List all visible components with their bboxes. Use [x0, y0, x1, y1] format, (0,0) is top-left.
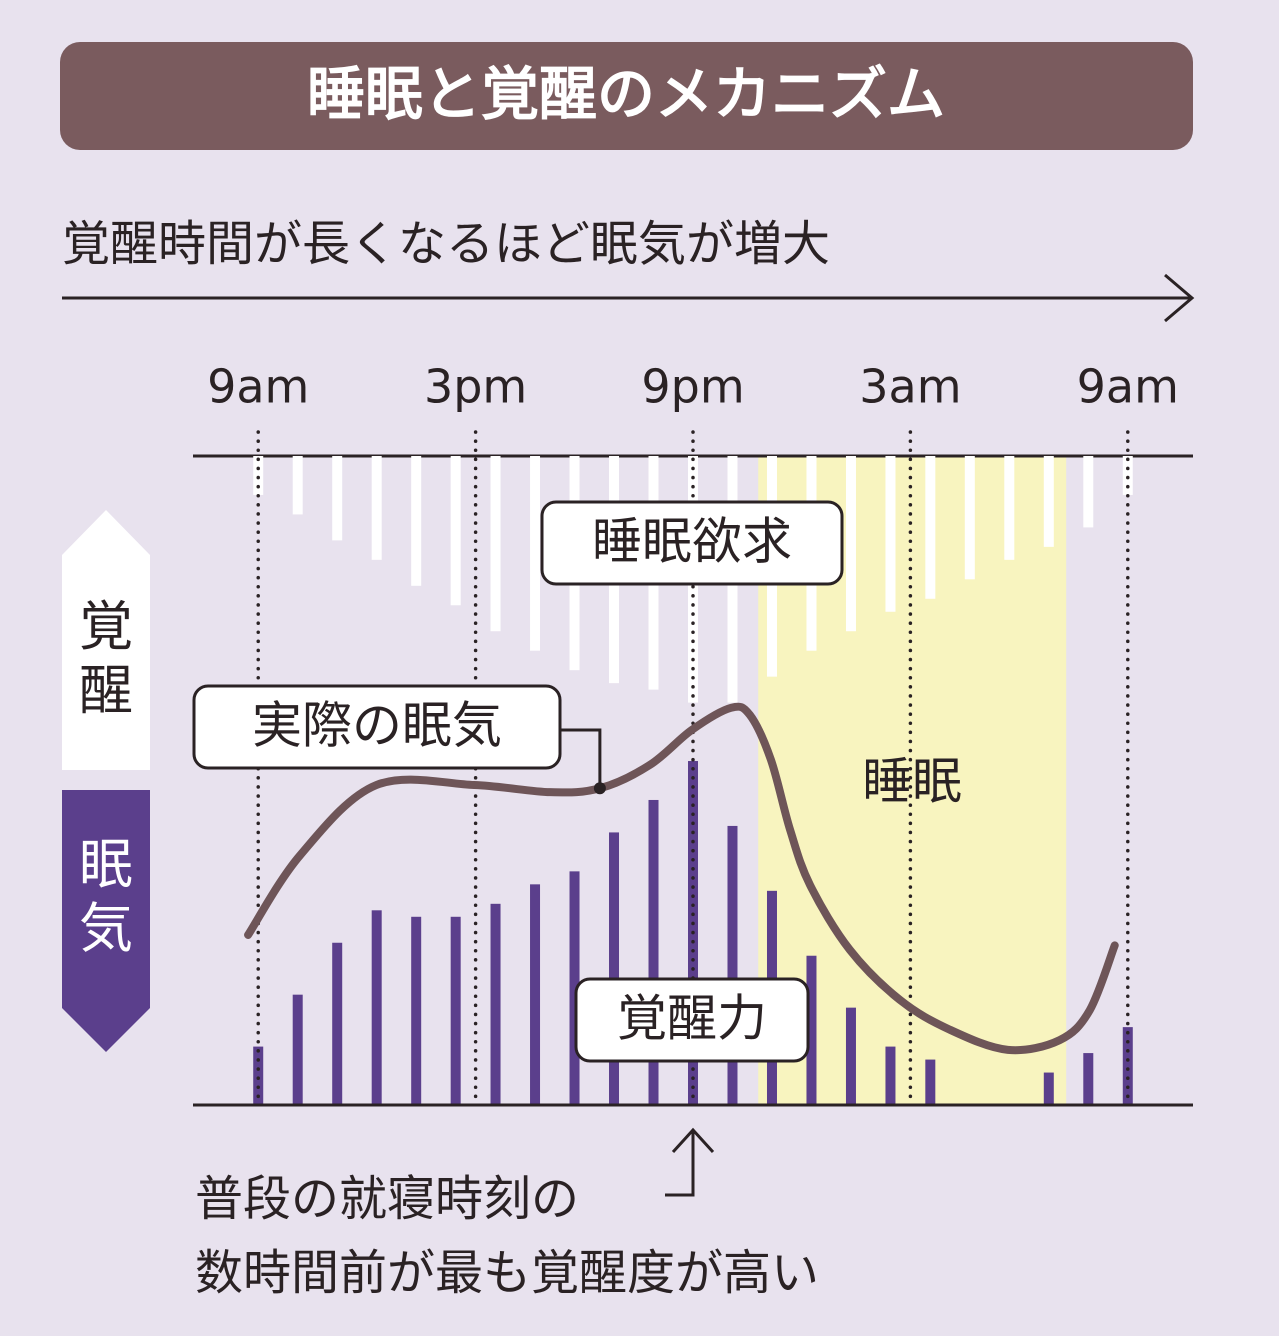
bar — [530, 884, 541, 1105]
x-tick-label: 3pm — [424, 360, 527, 414]
bar — [845, 1007, 856, 1105]
x-tick-label: 3am — [859, 360, 961, 414]
bar — [450, 456, 461, 606]
side-label-up: 覚醒 — [79, 595, 133, 722]
x-tick-label: 9am — [1077, 360, 1179, 414]
sleep-band-label: 睡眠 — [862, 753, 962, 811]
subtitle: 覚醒時間が長くなるほど眠気が増大 — [62, 216, 830, 272]
bar — [1083, 1053, 1094, 1105]
bar — [925, 456, 936, 599]
bar — [885, 1046, 896, 1105]
bar — [332, 456, 343, 541]
bar — [1043, 1072, 1054, 1105]
line-label: 実際の眠気 — [252, 697, 502, 755]
bar — [727, 825, 738, 1105]
bar — [1122, 1027, 1133, 1105]
bar — [371, 456, 382, 560]
bar — [885, 456, 896, 612]
annotation: 普段の就寝時刻の — [195, 1171, 579, 1227]
bar — [530, 456, 541, 651]
leader-dot — [593, 782, 606, 795]
bar — [371, 910, 382, 1105]
bar — [292, 994, 303, 1105]
bar — [490, 456, 501, 632]
bar — [253, 1046, 264, 1105]
x-tick-label: 9am — [207, 360, 309, 414]
bar — [450, 916, 461, 1105]
series-label: 睡眠欲求 — [592, 513, 792, 571]
side-indicator — [62, 510, 150, 1052]
bar — [292, 456, 303, 515]
x-tick-label: 9pm — [641, 360, 744, 414]
bar — [609, 832, 620, 1105]
side-label-down: 眠気 — [79, 833, 133, 960]
series-label-box — [540, 500, 844, 586]
bar — [411, 456, 422, 586]
bar — [1004, 456, 1015, 560]
bar — [1122, 456, 1133, 495]
leader-line — [560, 728, 602, 789]
line-label-box — [192, 684, 562, 770]
annotation-arrow — [665, 1130, 695, 1197]
bar — [490, 903, 501, 1105]
annotation: 数時間前が最も覚醒度が高い — [195, 1245, 819, 1301]
bar — [411, 916, 422, 1105]
subtitle-arrow — [62, 273, 1195, 323]
bar — [648, 799, 659, 1105]
bar — [1043, 456, 1054, 547]
bar — [845, 456, 856, 632]
bar — [806, 955, 817, 1105]
bar — [964, 456, 975, 580]
bar — [569, 871, 580, 1105]
line — [244, 702, 1119, 1055]
bar — [925, 1059, 936, 1105]
bar — [253, 456, 264, 495]
annotation-arrowhead — [671, 1127, 715, 1154]
bar — [332, 942, 343, 1105]
bar — [1083, 456, 1094, 528]
series-label-box — [574, 977, 810, 1063]
series-label: 覚醒力 — [617, 990, 767, 1048]
chart-title: 睡眠と覚醒のメカニズム — [307, 60, 945, 128]
title-banner — [60, 42, 1193, 150]
